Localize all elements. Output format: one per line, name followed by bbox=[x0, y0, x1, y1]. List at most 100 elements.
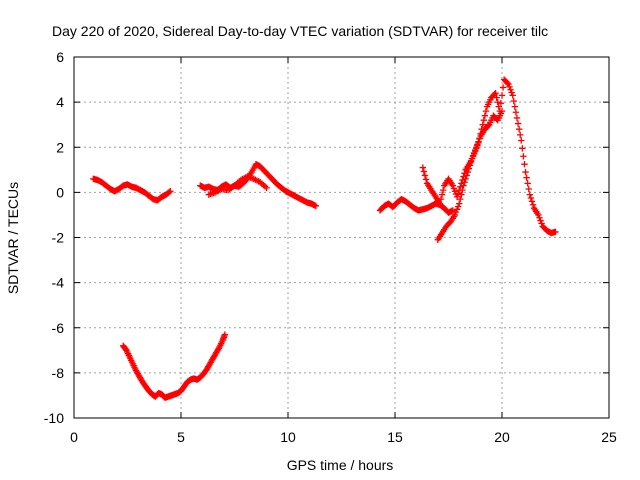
data-point-interp bbox=[450, 185, 458, 192]
data-point-interp bbox=[482, 107, 490, 115]
data-point bbox=[221, 331, 229, 338]
plot-frame bbox=[73, 56, 610, 419]
data-point-interp bbox=[469, 152, 477, 159]
data-point-interp bbox=[514, 120, 522, 127]
data-point-interp bbox=[470, 149, 478, 157]
data-point-interp bbox=[516, 131, 524, 139]
data-point bbox=[453, 193, 461, 201]
data-point-interp bbox=[472, 146, 479, 154]
data-point-interp bbox=[481, 112, 489, 119]
data-point bbox=[468, 155, 476, 162]
y-tick-label: -6 bbox=[52, 320, 65, 336]
data-point-interp bbox=[453, 206, 461, 213]
data-point-interp bbox=[529, 201, 537, 208]
series-segment-2 bbox=[120, 331, 229, 401]
data-point bbox=[505, 80, 512, 88]
data-point-interp bbox=[497, 100, 505, 107]
data-point-interp bbox=[484, 122, 492, 130]
data-point-interp bbox=[457, 195, 464, 203]
data-point-interp bbox=[437, 195, 445, 203]
data-point-interp bbox=[462, 175, 469, 183]
series-segment-3 bbox=[197, 160, 320, 210]
data-point bbox=[509, 92, 516, 99]
data-point-interp bbox=[454, 203, 462, 210]
data-point-interp bbox=[523, 174, 530, 181]
data-point-interp bbox=[454, 190, 462, 197]
chart-title: Day 220 of 2020, Sidereal Day-to-day VTE… bbox=[52, 23, 548, 39]
data-point bbox=[492, 89, 499, 97]
data-point-interp bbox=[498, 92, 506, 99]
data-point bbox=[419, 164, 427, 171]
data-point-interp bbox=[511, 103, 519, 110]
data-point-interp bbox=[476, 135, 483, 142]
data-point-interp bbox=[506, 83, 513, 91]
data-point-interp bbox=[451, 188, 459, 195]
y-tick-label: 2 bbox=[56, 139, 64, 155]
series-segment-5b bbox=[434, 107, 506, 243]
y-tick-label: 4 bbox=[56, 94, 64, 110]
data-point-interp bbox=[166, 188, 173, 196]
data-point-interp bbox=[537, 217, 544, 224]
data-point-interp bbox=[508, 89, 515, 96]
data-point-interp bbox=[421, 172, 429, 179]
y-axis-label: SDTVAR / TECUs bbox=[5, 182, 21, 294]
data-point-interp bbox=[536, 214, 543, 221]
series-segment-1 bbox=[90, 175, 174, 204]
y-tick-label: -2 bbox=[52, 230, 65, 246]
data-point-interp bbox=[466, 162, 474, 169]
data-point-interp bbox=[512, 109, 520, 116]
x-tick-label: 20 bbox=[494, 429, 510, 445]
x-tick-label: 10 bbox=[280, 429, 296, 445]
data-point-interp bbox=[452, 208, 460, 216]
x-tick-label: 15 bbox=[387, 429, 403, 445]
data-point bbox=[498, 107, 506, 115]
data-point-interp bbox=[458, 191, 465, 198]
data-point-interp bbox=[524, 180, 531, 187]
series-segment-3b bbox=[205, 173, 270, 198]
series-segment-5 bbox=[419, 76, 559, 237]
data-point-interp bbox=[457, 183, 464, 190]
data-point-interp bbox=[494, 98, 501, 106]
data-point bbox=[473, 144, 480, 151]
data-point-interp bbox=[525, 185, 532, 193]
tick-labels: 0 5 10 15 20 25 -10 -8 -6 -4 -2 0 2 4 6 bbox=[44, 49, 617, 445]
data-point-interp bbox=[422, 176, 430, 183]
data-point bbox=[522, 168, 529, 176]
data-point-interp bbox=[507, 86, 514, 93]
data-point bbox=[464, 168, 471, 176]
data-point bbox=[518, 137, 525, 144]
x-tick-label: 25 bbox=[601, 429, 617, 445]
data-point-interp bbox=[438, 191, 446, 198]
data-point-interp bbox=[459, 186, 466, 194]
data-point-interp bbox=[463, 172, 470, 179]
data-point-interp bbox=[521, 160, 528, 168]
data-point bbox=[449, 182, 456, 189]
data-point bbox=[436, 200, 444, 207]
data-point bbox=[451, 211, 459, 219]
data-point bbox=[526, 191, 534, 198]
data-point bbox=[479, 121, 486, 128]
data-point-interp bbox=[515, 126, 523, 133]
grid bbox=[74, 57, 609, 418]
data-point-interp bbox=[519, 145, 526, 152]
data-point-interp bbox=[420, 168, 428, 175]
data-point-interp bbox=[465, 165, 473, 172]
data-point-interp bbox=[495, 103, 502, 110]
data-point bbox=[456, 200, 463, 207]
data-point-interp bbox=[474, 141, 481, 148]
data-point-interp bbox=[439, 186, 447, 194]
data-point bbox=[552, 228, 559, 236]
y-tick-label: 0 bbox=[56, 184, 64, 200]
y-tick-label: -4 bbox=[52, 275, 65, 291]
data-point-interp bbox=[461, 179, 468, 186]
data-point bbox=[513, 114, 521, 122]
data-point-interp bbox=[475, 138, 482, 145]
data-point-interp bbox=[467, 158, 475, 166]
data-point-interp bbox=[538, 220, 545, 227]
y-tick-label: 6 bbox=[56, 49, 64, 65]
data-point-interp bbox=[504, 79, 511, 87]
data-point-interp bbox=[527, 194, 535, 202]
x-axis-label: GPS time / hours bbox=[287, 457, 394, 473]
x-tick-label: 5 bbox=[177, 429, 185, 445]
